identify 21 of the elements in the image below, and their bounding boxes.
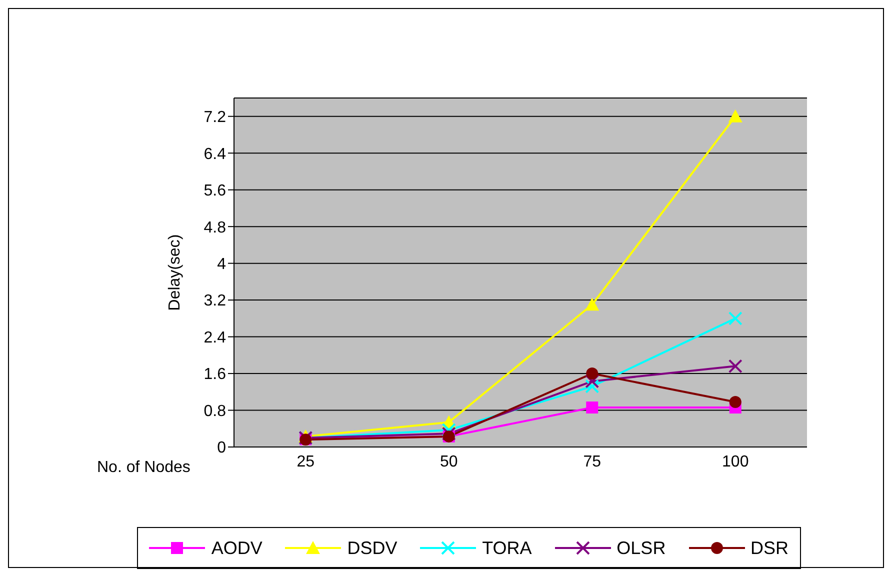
y-tick-label: 1.6 xyxy=(204,366,226,384)
y-tick-label: 5.6 xyxy=(204,182,226,200)
x-axis-title: No. of Nodes xyxy=(97,459,190,477)
x-tick-label: 75 xyxy=(583,453,602,470)
legend-label: AODV xyxy=(211,538,262,558)
y-tick-label: 0.8 xyxy=(204,402,226,420)
y-axis-title: Delay(sec) xyxy=(166,234,184,311)
x-tick-label: 50 xyxy=(440,453,458,470)
y-tick-label: 0 xyxy=(217,440,226,457)
y-tick-label: 4.8 xyxy=(204,219,226,236)
y-tick-label: 3.2 xyxy=(204,292,226,310)
x-tick-label: 25 xyxy=(296,453,315,470)
legend-label: OLSR xyxy=(616,538,666,558)
legend-label: DSDV xyxy=(347,538,398,558)
y-tick-label: 2.4 xyxy=(204,329,226,346)
y-tick-label: 7.2 xyxy=(204,109,226,126)
y-tick-label: 6.4 xyxy=(204,146,226,163)
legend-label: DSR xyxy=(750,538,789,558)
legend-label: TORA xyxy=(482,538,532,558)
x-tick-label: 100 xyxy=(722,453,749,470)
y-tick-label: 4 xyxy=(217,256,226,273)
